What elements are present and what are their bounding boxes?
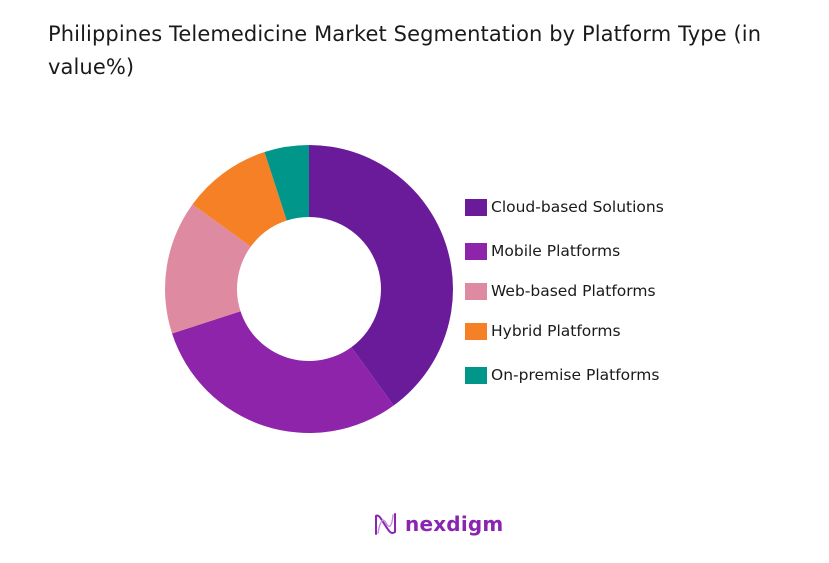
donut-slice-cloud-based-solutions [309, 145, 453, 406]
legend-label: Hybrid Platforms [491, 322, 621, 340]
legend-swatch [465, 322, 487, 340]
chart-title: Philippines Telemedicine Market Segmenta… [48, 22, 762, 79]
legend-label: Web-based Platforms [491, 282, 656, 300]
legend-label: On-premise Platforms [491, 366, 660, 384]
legend-item-mobile: Mobile Platforms [465, 242, 620, 260]
legend-swatch [465, 282, 487, 300]
legend-item-hybrid: Hybrid Platforms [465, 322, 621, 340]
legend-swatch [465, 242, 487, 260]
legend-item-on-premise: On-premise Platforms [465, 366, 659, 384]
legend-label: Mobile Platforms [491, 242, 621, 260]
donut-slice-mobile-platforms [172, 311, 394, 433]
brand-name: nexdigm [405, 512, 504, 536]
donut-slice-hybrid-platforms [192, 152, 287, 247]
legend-label: Cloud-based Solutions [491, 198, 664, 216]
brand-logo: nexdigm [373, 511, 503, 537]
donut-slice-web-based-platforms [165, 204, 251, 334]
legend-item-web-based: Web-based Platforms [465, 282, 656, 300]
legend-item-cloud-based: Cloud-based Solutions [465, 198, 664, 216]
donut-slice-on-premise-platforms [264, 145, 309, 221]
nexdigm-wave-logo-icon [375, 513, 396, 535]
donut-slices [165, 145, 453, 433]
legend-swatch [465, 198, 487, 216]
legend-swatch [465, 366, 487, 384]
